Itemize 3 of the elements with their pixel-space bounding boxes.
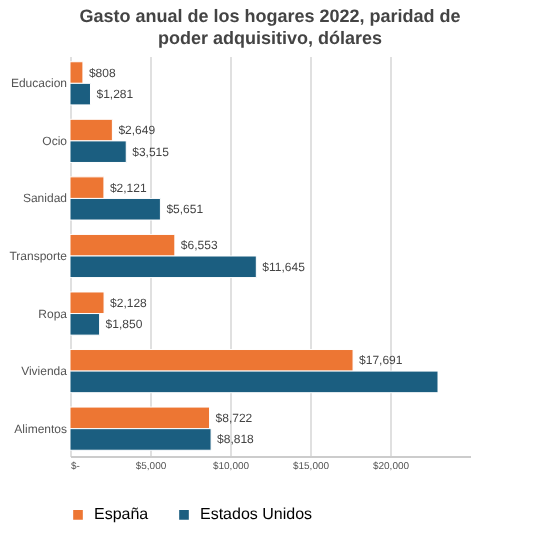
legend-label: España	[94, 504, 150, 523]
chart-title: Gasto anual de los hogares 2022, paridad de poder adquisitivo, dólares	[79, 6, 461, 48]
legend-label: Estados Unidos	[200, 504, 313, 523]
